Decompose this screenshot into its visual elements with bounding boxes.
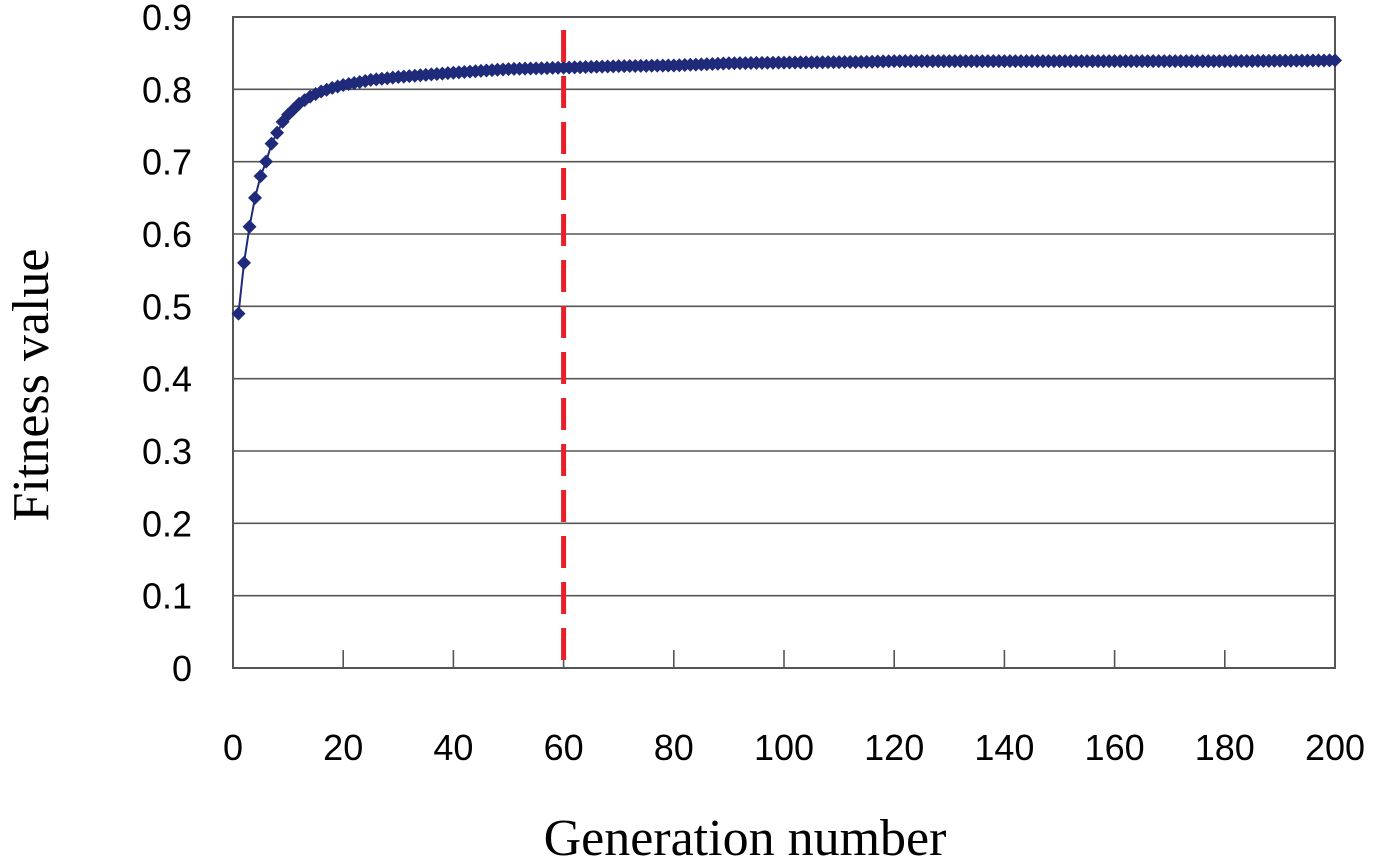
series-line (237, 59, 1336, 314)
data-point-marker (248, 190, 263, 205)
data-point-marker (231, 306, 246, 321)
data-point-marker (1328, 53, 1342, 68)
x-tick-label: 20 (323, 727, 363, 768)
x-tick-label: 120 (864, 727, 924, 768)
y-tick-label: 0.6 (142, 214, 192, 255)
y-tick-labels: 0 0.1 0.2 0.3 0.4 0.5 0.6 0.7 0.8 0.9 (142, 0, 192, 689)
data-point-marker (259, 154, 274, 169)
data-point-marker (264, 136, 279, 151)
data-point-marker (237, 255, 252, 270)
y-tick-label: 0.5 (142, 286, 192, 327)
y-tick-label: 0.8 (142, 69, 192, 110)
x-tick-label: 140 (974, 727, 1034, 768)
x-tick-label: 160 (1085, 727, 1145, 768)
y-tick-label: 0 (172, 648, 192, 689)
data-point-marker (242, 219, 257, 234)
x-tick-label: 200 (1305, 727, 1365, 768)
y-tick-label: 0.1 (142, 576, 192, 617)
x-tick-labels: 0 20 40 60 80 100 120 140 160 180 200 (223, 727, 1365, 768)
data-point-marker (270, 125, 285, 140)
y-tick-label: 0.2 (142, 503, 192, 544)
x-tick-label: 40 (433, 727, 473, 768)
series-layer (231, 53, 1342, 321)
plot-area-frame (232, 16, 1336, 669)
y-tick-label: 0.7 (142, 142, 192, 183)
data-point-marker (253, 169, 268, 184)
y-tick-label: 0.3 (142, 431, 192, 472)
y-axis-title: Fitness value (3, 249, 60, 522)
x-tick-label: 60 (544, 727, 584, 768)
x-axis-title: Generation number (544, 810, 947, 867)
x-tick-label: 100 (754, 727, 814, 768)
x-tick-label: 80 (654, 727, 694, 768)
y-tick-label: 0.4 (142, 359, 192, 400)
y-tick-label: 0.9 (142, 0, 192, 38)
x-tick-marks (232, 650, 1336, 668)
grid-lines (233, 16, 1335, 669)
x-tick-label: 0 (223, 727, 243, 768)
x-tick-label: 180 (1195, 727, 1255, 768)
